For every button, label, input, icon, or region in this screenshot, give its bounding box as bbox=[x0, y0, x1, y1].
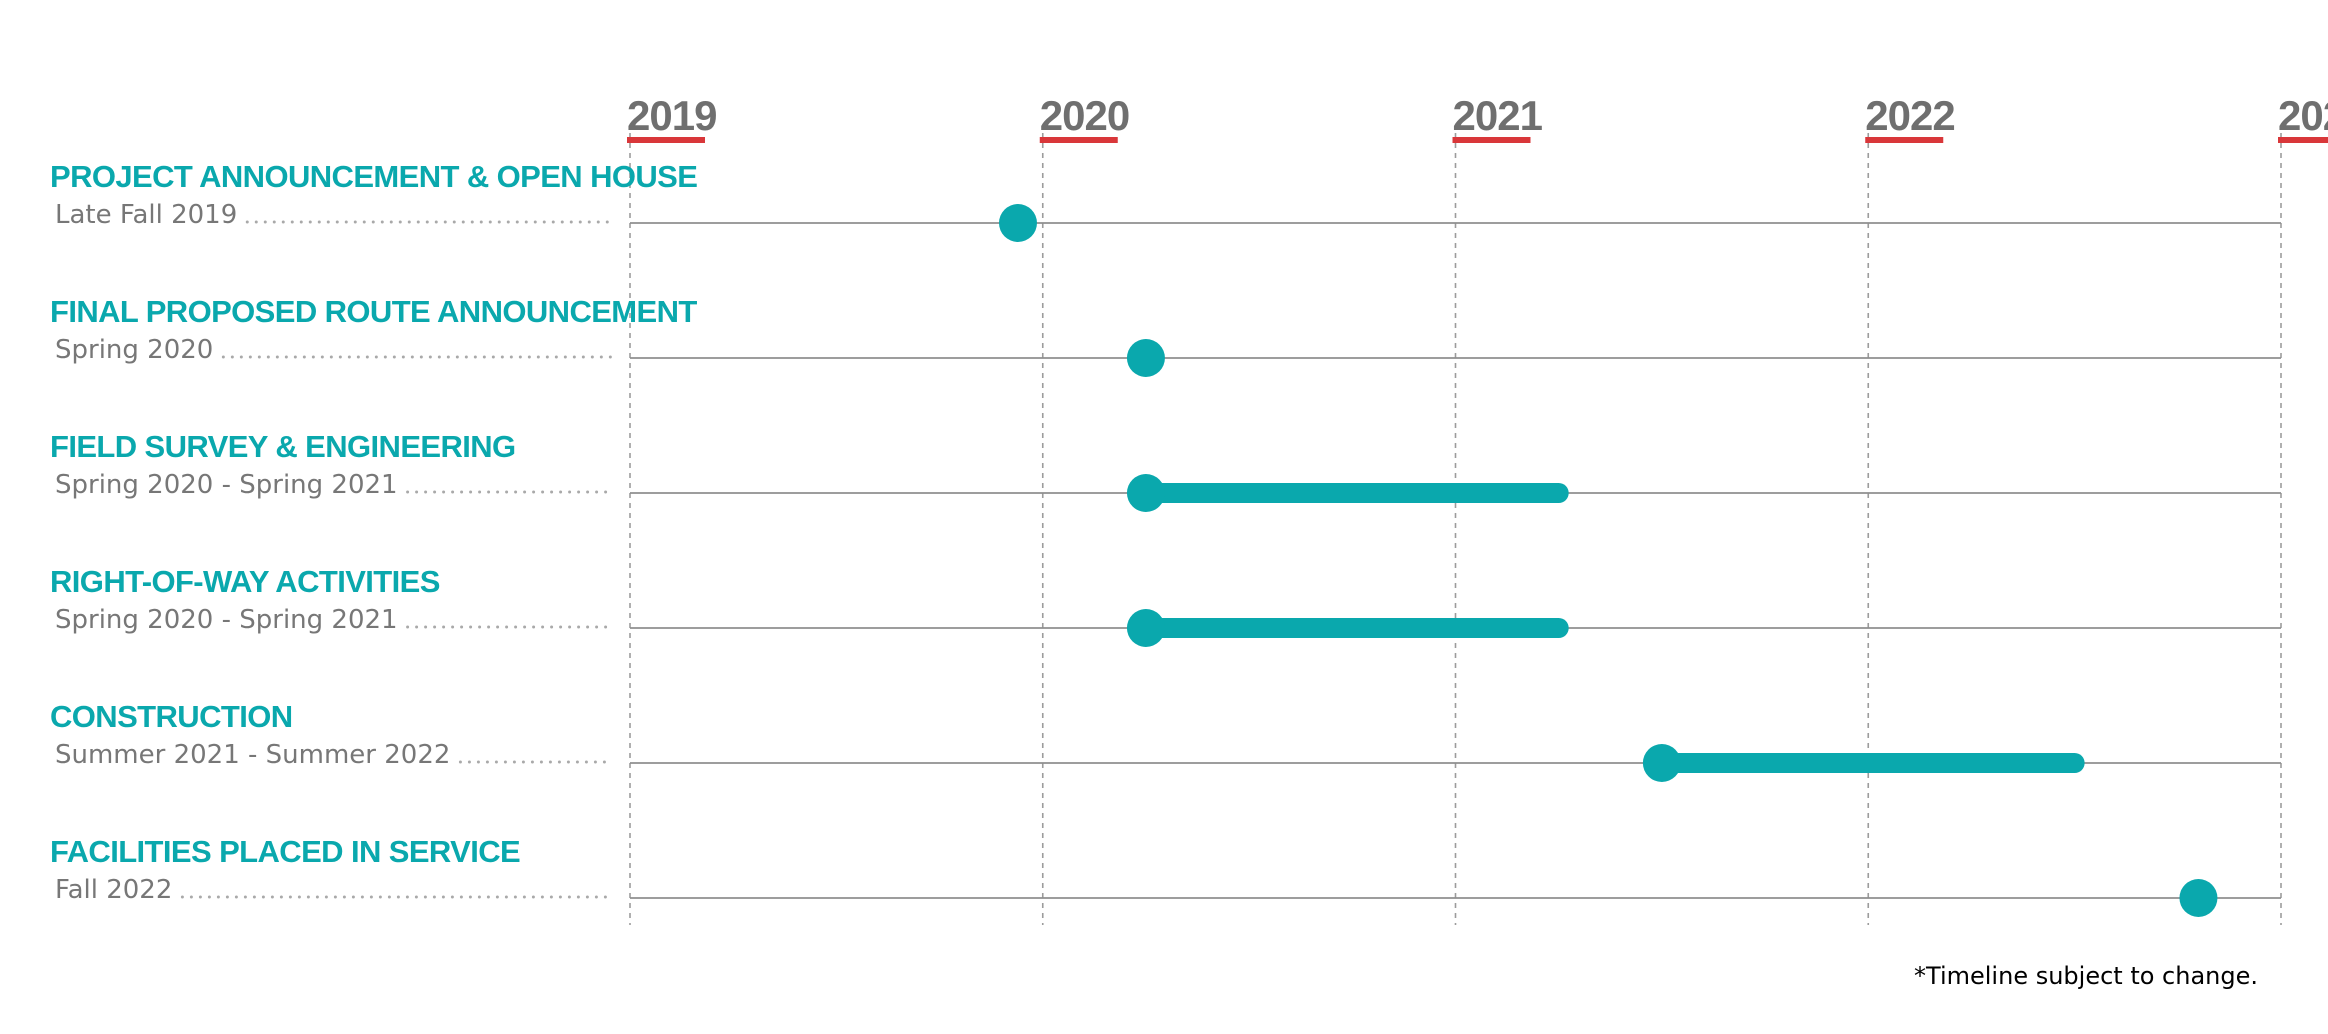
year-underline bbox=[2278, 137, 2328, 143]
task-rows: PROJECT ANNOUNCEMENT & OPEN HOUSE Late Fa… bbox=[50, 159, 2281, 917]
milestone-marker bbox=[998, 204, 1037, 242]
year-underline bbox=[627, 137, 705, 143]
task-title: FINAL PROPOSED ROUTE ANNOUNCEMENT bbox=[50, 294, 697, 329]
year-underline bbox=[1039, 137, 1118, 143]
milestone-marker bbox=[1126, 339, 1165, 377]
year-underline bbox=[1452, 137, 1531, 143]
task-date: Spring 2020 - Spring 2021 bbox=[55, 605, 398, 635]
footnote: *Timeline subject to change. bbox=[1914, 962, 2258, 990]
task-date: Summer 2021 - Summer 2022 bbox=[55, 740, 450, 770]
year-label: 2023 bbox=[2278, 92, 2328, 139]
task-row: RIGHT-OF-WAY ACTIVITIES Spring 2020 - Spr… bbox=[50, 564, 2281, 647]
task-title: FIELD SURVEY & ENGINEERING bbox=[50, 429, 516, 464]
task-date: Spring 2020 bbox=[55, 335, 213, 365]
task-title: FACILITIES PLACED IN SERVICE bbox=[50, 834, 520, 869]
year-label: 2019 bbox=[627, 92, 716, 139]
task-row: FACILITIES PLACED IN SERVICE Fall 2022 bbox=[50, 834, 2281, 917]
year-label: 2021 bbox=[1453, 92, 1543, 139]
task-date: Spring 2020 - Spring 2021 bbox=[55, 470, 398, 500]
milestone-marker bbox=[1126, 609, 1165, 647]
year-axis: 2019 2020 2021 2022 2023 bbox=[627, 92, 2328, 143]
milestone-marker bbox=[1642, 744, 1681, 782]
task-title: RIGHT-OF-WAY ACTIVITIES bbox=[50, 564, 440, 599]
task-title: PROJECT ANNOUNCEMENT & OPEN HOUSE bbox=[50, 159, 697, 194]
task-row: CONSTRUCTION Summer 2021 - Summer 2022 bbox=[50, 699, 2281, 782]
year-underline bbox=[1865, 137, 1944, 143]
task-date: Late Fall 2019 bbox=[55, 200, 237, 230]
task-row: FIELD SURVEY & ENGINEERING Spring 2020 - … bbox=[50, 429, 2281, 512]
year-label: 2020 bbox=[1040, 92, 1129, 139]
task-row: PROJECT ANNOUNCEMENT & OPEN HOUSE Late Fa… bbox=[50, 159, 2281, 242]
milestone-marker bbox=[2179, 879, 2218, 917]
task-title: CONSTRUCTION bbox=[50, 699, 293, 734]
grid-layer bbox=[629, 133, 2282, 925]
milestone-marker bbox=[1126, 474, 1165, 512]
year-label: 2022 bbox=[1865, 92, 1954, 139]
task-row: FINAL PROPOSED ROUTE ANNOUNCEMENT Spring … bbox=[50, 294, 2281, 377]
task-date: Fall 2022 bbox=[55, 875, 172, 905]
